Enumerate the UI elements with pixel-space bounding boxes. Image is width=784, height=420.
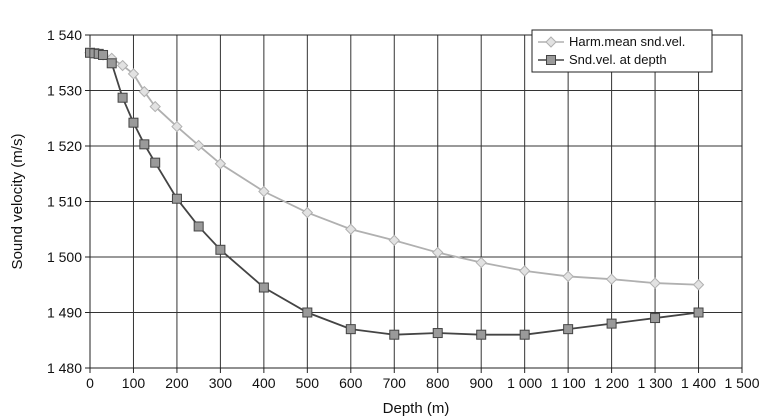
data-point [215,244,226,255]
x-tick-label: 1 200 [594,375,629,391]
data-point [432,328,443,339]
data-point [127,68,140,80]
data-point [650,313,661,324]
data-point [301,206,314,219]
data-point [389,329,400,340]
data-point [388,234,400,247]
x-tick-label: 600 [339,375,363,391]
data-point [171,120,183,133]
y-tick-label: 1 540 [47,27,82,43]
data-point [345,324,356,335]
data-point [476,329,487,340]
data-point [149,100,161,113]
data-point [117,92,128,103]
x-tick-label: 1 400 [681,375,716,391]
data-point [258,185,270,198]
data-point [128,117,139,128]
data-point [138,85,151,98]
y-axis-ticks: 1 480 1 490 1 500 1 510 1 520 1 530 1 540 [47,27,90,376]
legend-label: Harm.mean snd.vel. [569,34,685,49]
legend-label: Snd.vel. at depth [569,52,667,67]
series-1 [85,47,704,340]
x-tick-label: 800 [426,375,450,391]
data-point [171,193,182,204]
x-tick-label: 1 300 [638,375,673,391]
y-tick-label: 1 510 [47,194,82,210]
x-axis-ticks: 0 100 200 300 400 500 600 700 800 900 1 000 1 100 1 … [86,368,760,391]
data-point [605,273,618,285]
data-point [432,246,444,259]
data-point [519,329,530,340]
data-point [562,270,574,283]
data-point [98,49,109,60]
data-point [563,324,574,335]
data-point [150,157,161,168]
x-tick-label: 1 000 [507,375,542,391]
y-tick-label: 1 490 [47,305,82,321]
data-point [214,158,227,170]
grid-lines [89,34,743,369]
y-axis-title: Sound velocity (m/s) [9,134,26,270]
x-tick-label: 1 100 [551,375,586,391]
x-tick-label: 100 [122,375,146,391]
x-tick-label: 700 [383,375,407,391]
data-point [345,223,357,235]
legend-marker [546,55,556,65]
data-point [475,256,487,269]
data-point [302,307,313,318]
x-tick-label: 300 [209,375,233,391]
data-point [649,277,661,289]
data-point [258,282,269,293]
data-point [692,279,705,291]
data-series [84,47,705,340]
legend-box [531,29,713,73]
x-axis-title: Depth (m) [383,400,450,417]
y-tick-label: 1 520 [47,138,82,154]
x-tick-label: 200 [165,375,189,391]
y-tick-label: 1 500 [47,249,82,265]
legend-marker [545,36,557,48]
y-tick-label: 1 530 [47,83,82,99]
data-point [693,307,704,318]
x-tick-label: 0 [86,375,94,391]
x-tick-label: 500 [296,375,320,391]
data-point [139,139,150,150]
data-point [193,221,204,232]
x-tick-label: 900 [470,375,494,391]
x-tick-label: 1 500 [724,375,759,391]
data-point [106,58,117,69]
legend: Harm.mean snd.vel. Snd.vel. at depth [531,29,713,73]
data-point [116,59,129,72]
data-point [518,265,531,277]
x-tick-label: 400 [252,375,276,391]
data-point [606,318,617,329]
data-point [192,139,205,152]
y-tick-label: 1 480 [47,360,82,376]
